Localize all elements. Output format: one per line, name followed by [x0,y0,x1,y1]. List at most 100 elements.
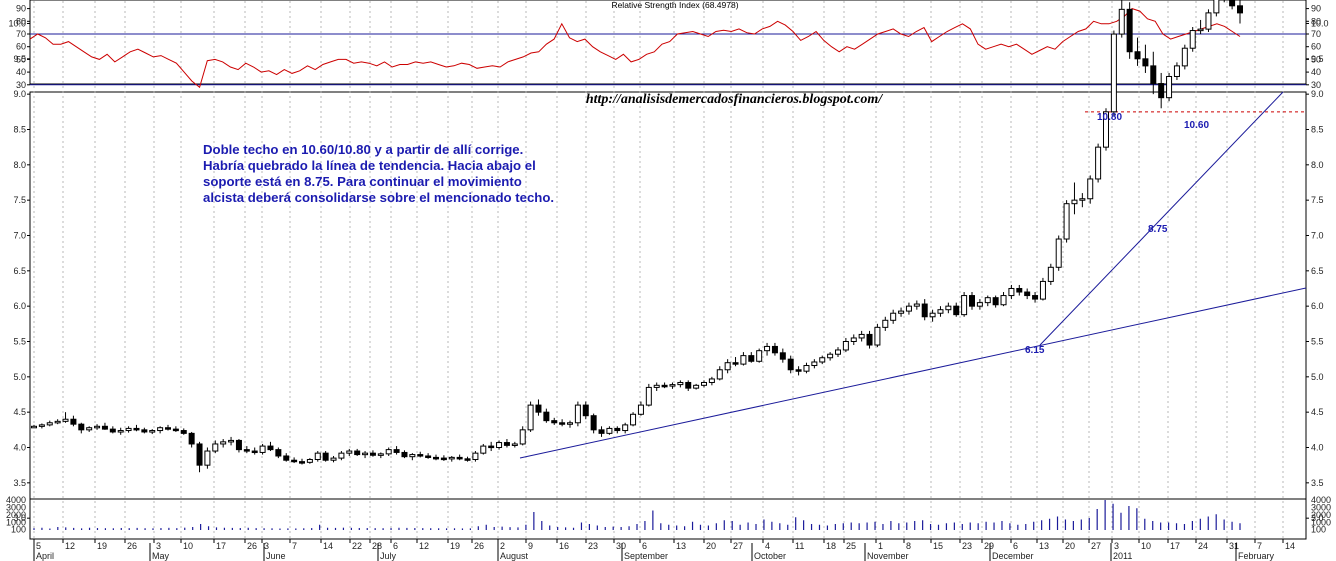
month-label: June [266,551,286,561]
rsi-tick-label: 30 [1311,80,1321,90]
candle-body [779,352,786,360]
month-label: July [380,551,397,561]
candle-body [1166,75,1173,99]
candle-body [503,442,510,446]
price-tick-label: 8.5 [1311,124,1324,134]
candle-body [235,439,242,451]
month-label: December [992,551,1034,561]
month-label: February [1238,551,1275,561]
date-tick-label: 7 [292,541,297,551]
price-tick-label: 3.0 [13,513,26,523]
price-tick-label: 6.0 [13,301,26,311]
date-tick-label: 26 [474,541,484,551]
candle-body [267,445,274,451]
price-tick-label: 8.0 [1311,160,1324,170]
month-label: 2011 [1113,551,1132,561]
candle-body [1150,65,1157,85]
candle-body [622,424,629,432]
candle-body [1079,198,1086,201]
rsi-tick-label: 30 [16,80,26,90]
rsi-tick-label: 50 [1311,54,1321,64]
volume-tick-label: 1000 [1311,518,1331,528]
candle-body [117,430,124,433]
candle-body [299,461,305,464]
candle-body [385,449,392,455]
candle-body [393,449,400,453]
date-tick-label: 15 [933,541,943,551]
price-tick-label: 6.0 [1311,301,1324,311]
long-term-trendline [519,287,1307,459]
date-tick-label: 14 [1285,541,1295,551]
candle-body [409,454,416,458]
candle-body [180,430,187,434]
date-tick-label: 16 [559,541,569,551]
date-tick-label: 9 [528,541,533,551]
candle-body [827,353,834,359]
rsi-panel-frame [29,0,1307,85]
date-tick-label: 31 [1229,541,1239,551]
candle-body [401,451,408,458]
candle-body [866,333,873,346]
candle-body [251,450,258,454]
candle-body [795,369,802,372]
candle-body [165,427,171,430]
volume-tick-label: 4000 [6,495,26,505]
candle-body [551,420,558,424]
date-tick-label: 14 [323,541,333,551]
annotation-line-3: soporte está en 8.75. Para continuar el … [203,174,522,189]
candle-body [582,404,589,417]
candle-body [811,361,818,367]
price-tick-label: 4.5 [1311,407,1324,417]
candle-body [535,404,542,413]
candle-body [543,411,550,422]
candle-body [858,333,865,339]
month-label: November [867,551,909,561]
candle-body [456,456,463,460]
date-tick-label: 8 [906,541,911,551]
vertical-grid [33,1,1284,538]
date-tick-label: 18 [826,541,836,551]
candle-body [1142,58,1149,67]
date-tick-label: 7 [1257,541,1262,551]
candle-body [283,455,290,461]
candle-body [204,450,211,466]
candle-body [86,427,93,431]
date-tick-label: 29 [984,541,994,551]
rsi-tick-label: 80 [1311,16,1321,26]
candle-body [614,427,621,432]
candle-body [1032,295,1039,300]
price-tick-label: 3.0 [1311,513,1324,523]
candle-body [842,340,849,351]
candle-body [835,349,841,355]
date-tick-label: 1 [878,541,883,551]
candle-body [1158,83,1165,99]
date-tick-label: 25 [846,541,856,551]
candle-body [969,295,975,307]
date-tick-label: 6 [393,541,398,551]
price-tick-label: 9.0 [1311,89,1324,99]
date-tick-label: 19 [97,541,107,551]
rsi-tick-label: 40 [16,67,26,77]
candle-body [984,297,991,304]
candle-body [54,420,61,424]
candle-body [559,422,566,425]
candle-body [417,454,424,457]
date-tick-label: 12 [65,541,75,551]
candle-body [1205,12,1212,30]
candle-body [708,378,715,383]
candle-body [354,450,361,456]
rsi-tick-label: 60 [16,42,26,52]
level-label-high2: 10.60 [1184,120,1209,131]
price-tick-label: 4.0 [13,443,26,453]
candle-body [850,337,857,342]
candle-body [440,457,447,461]
rsi-line [29,8,1241,89]
candle-body [890,312,897,321]
candle-body [1016,287,1023,293]
price-tick-label: 5.0 [13,372,26,382]
price-tick-label: 8.0 [13,160,26,170]
candle-body [937,309,944,314]
candle-body [1118,8,1125,35]
